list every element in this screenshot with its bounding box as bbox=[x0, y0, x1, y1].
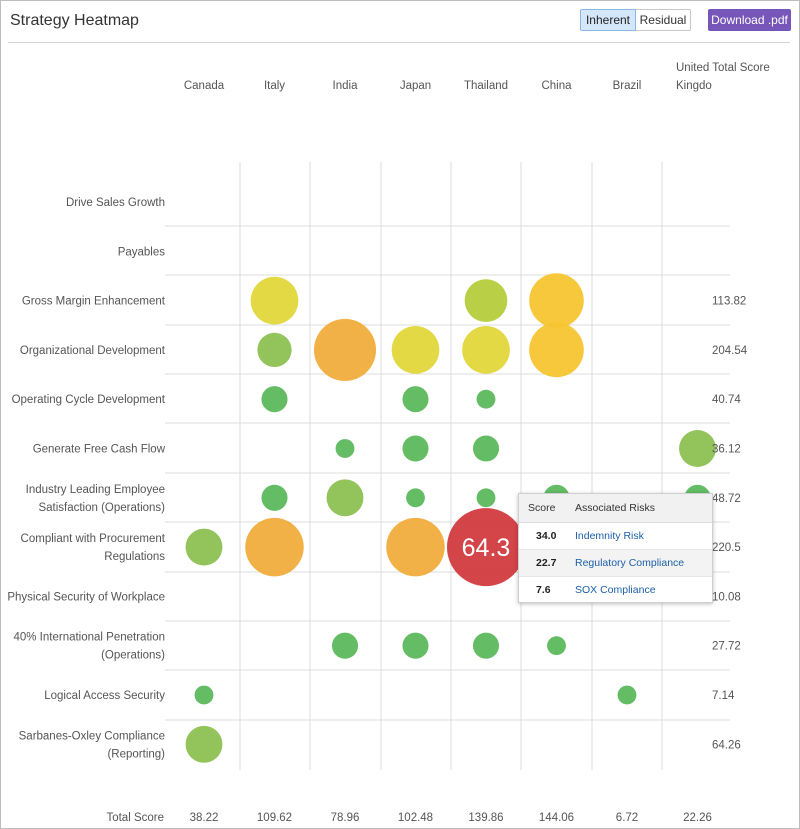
row-label: Drive Sales Growth bbox=[66, 197, 165, 209]
total-column-header: Total Score bbox=[712, 62, 770, 74]
row-label: Generate Free Cash Flow bbox=[33, 444, 166, 456]
heat-bubble bbox=[529, 273, 584, 328]
heat-bubble bbox=[547, 636, 566, 656]
heat-bubble bbox=[261, 386, 288, 413]
column-header: Kingdom bbox=[676, 80, 721, 92]
row-label: Payables bbox=[118, 246, 166, 258]
column-header: Brazil bbox=[613, 80, 642, 92]
column-total: 6.72 bbox=[616, 812, 638, 824]
column-header: Italy bbox=[264, 80, 285, 92]
tooltip-risk-link[interactable]: Indemnity Risk bbox=[575, 530, 644, 542]
heat-bubble bbox=[335, 439, 355, 458]
heat-bubble bbox=[406, 488, 425, 508]
row-total: 7.14 bbox=[712, 690, 735, 702]
heat-bubble bbox=[529, 322, 584, 378]
risk-tooltip: Score Associated Risks 34.0 Indemnity Ri… bbox=[518, 493, 713, 603]
row-label: Physical Security of Workplace bbox=[7, 591, 165, 603]
heat-bubble bbox=[185, 528, 223, 566]
tooltip-header: Score Associated Risks bbox=[519, 494, 712, 523]
heat-bubble bbox=[464, 279, 508, 322]
heat-bubble bbox=[679, 430, 716, 467]
row-total: 27.72 bbox=[712, 641, 741, 653]
row-label: Satisfaction (Operations) bbox=[38, 502, 165, 514]
heat-bubble bbox=[386, 517, 445, 577]
heat-bubble bbox=[391, 326, 440, 374]
row-total: 10.08 bbox=[712, 591, 741, 603]
column-header: Canada bbox=[184, 80, 225, 92]
column-header: India bbox=[333, 80, 359, 92]
bubble-value-label: 64.3 bbox=[462, 534, 511, 562]
row-label: Organizational Development bbox=[20, 345, 166, 357]
row-total: 48.72 bbox=[712, 493, 741, 505]
heat-bubble bbox=[313, 318, 377, 381]
tooltip-risk-link[interactable]: Regulatory Compliance bbox=[575, 557, 685, 569]
heat-bubble bbox=[261, 484, 288, 511]
row-label: Regulations bbox=[104, 551, 165, 563]
heat-bubble bbox=[402, 632, 429, 659]
tooltip-score: 22.7 bbox=[536, 557, 557, 569]
column-total: 38.22 bbox=[190, 812, 219, 824]
row-label: Compliant with Procurement bbox=[21, 533, 166, 545]
row-label: Industry Leading Employee bbox=[26, 484, 165, 496]
residual-toggle-button[interactable]: Residual bbox=[636, 9, 691, 31]
row-total: 204.54 bbox=[712, 345, 748, 357]
heat-bubble bbox=[331, 632, 359, 659]
row-label: 40% International Penetration bbox=[13, 632, 165, 644]
row-label: Sarbanes-Oxley Compliance bbox=[19, 730, 165, 742]
column-total: 102.48 bbox=[398, 812, 433, 824]
column-header: China bbox=[541, 80, 572, 92]
page-title: Strategy Heatmap bbox=[10, 12, 139, 29]
row-total: 113.82 bbox=[712, 296, 746, 308]
tooltip-score-header: Score bbox=[528, 502, 556, 514]
heat-bubble bbox=[326, 479, 364, 517]
heat-bubble bbox=[617, 685, 637, 705]
heat-bubble bbox=[185, 725, 223, 763]
row-label: (Reporting) bbox=[107, 748, 165, 760]
inherent-toggle-button[interactable]: Inherent bbox=[580, 9, 636, 31]
column-header: Japan bbox=[400, 80, 431, 92]
column-header: United bbox=[676, 62, 709, 74]
heat-bubble bbox=[250, 276, 299, 325]
heat-bubble bbox=[472, 632, 500, 659]
row-label: (Operations) bbox=[101, 650, 165, 662]
header-divider bbox=[8, 42, 790, 43]
column-total: 78.96 bbox=[331, 812, 360, 824]
row-total: 40.74 bbox=[712, 394, 741, 406]
tooltip-row: 22.7 Regulatory Compliance bbox=[519, 550, 712, 577]
row-total: 220.5 bbox=[712, 542, 741, 554]
column-total: 22.26 bbox=[683, 812, 712, 824]
heat-bubble bbox=[476, 488, 496, 508]
download-pdf-button[interactable]: Download .pdf bbox=[708, 9, 791, 31]
tooltip-row: 34.0 Indemnity Risk bbox=[519, 523, 712, 550]
row-total: 36.12 bbox=[712, 444, 741, 456]
column-total: 144.06 bbox=[539, 812, 574, 824]
heat-bubble bbox=[476, 389, 496, 409]
row-label: Gross Margin Enhancement bbox=[22, 296, 166, 308]
column-total: 109.62 bbox=[257, 812, 292, 824]
heat-bubble bbox=[462, 326, 510, 374]
row-total: 64.26 bbox=[712, 739, 741, 751]
tooltip-score: 7.6 bbox=[536, 584, 551, 596]
tooltip-row: 7.6 SOX Compliance bbox=[519, 577, 712, 603]
row-label: Operating Cycle Development bbox=[12, 394, 166, 406]
heat-bubble bbox=[257, 332, 292, 368]
heat-bubble bbox=[194, 685, 214, 705]
tooltip-score: 34.0 bbox=[536, 530, 557, 542]
total-row-label: Total Score bbox=[106, 812, 164, 824]
heat-bubble bbox=[402, 435, 429, 462]
column-total: 139.86 bbox=[468, 812, 503, 824]
tooltip-risks-header: Associated Risks bbox=[575, 502, 655, 514]
tooltip-risk-link[interactable]: SOX Compliance bbox=[575, 584, 656, 596]
heat-bubble bbox=[447, 508, 525, 587]
column-header: Thailand bbox=[464, 80, 508, 92]
heat-bubble bbox=[472, 435, 500, 462]
heat-bubble bbox=[402, 386, 429, 413]
heat-bubble bbox=[245, 517, 304, 577]
row-label: Logical Access Security bbox=[44, 690, 165, 702]
